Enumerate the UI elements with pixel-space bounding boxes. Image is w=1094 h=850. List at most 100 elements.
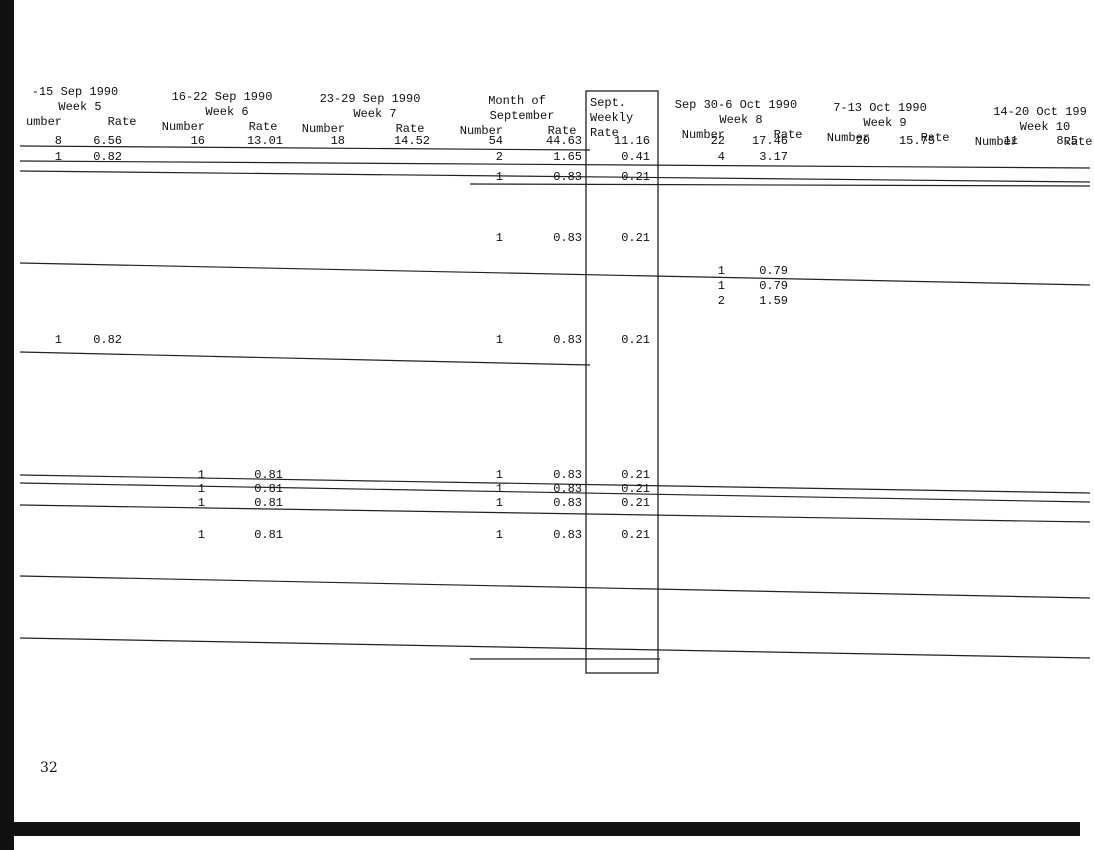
table-rule (19, 575, 1091, 599)
table-cell: 1 (496, 333, 503, 347)
table-cell: 0.21 (621, 231, 650, 245)
scan-border-bottom (0, 822, 1080, 836)
group-subtitle: September (490, 109, 555, 123)
table-cell: 1 (198, 482, 205, 496)
table-rule (19, 474, 1091, 494)
table-rule (19, 160, 1091, 169)
table-cell: 1 (496, 170, 503, 184)
table-rule (19, 482, 1091, 503)
table-cell: 1 (55, 150, 62, 164)
table-cell: 14.52 (394, 134, 430, 148)
group-subtitle: Week 8 (719, 113, 762, 127)
table-cell: 8 (55, 134, 62, 148)
group-title: 16-22 Sep 1990 (172, 90, 273, 104)
scan-border-left (0, 0, 14, 850)
table-cell: 0.21 (621, 468, 650, 482)
table-cell: 0.83 (553, 528, 582, 542)
group-subtitle: Weekly (590, 111, 633, 125)
table-cell: 0.21 (621, 528, 650, 542)
table-rule (19, 351, 591, 366)
column-header: Number (460, 124, 503, 138)
group-title: 14-20 Oct 199 (993, 105, 1087, 119)
table-cell: 0.81 (254, 528, 283, 542)
table-rule (19, 145, 591, 151)
table-cell: 1 (55, 333, 62, 347)
page-number: 32 (40, 760, 58, 776)
column-header: Rate (108, 115, 137, 129)
column-header: Rate (590, 126, 619, 140)
table-cell: 6.56 (93, 134, 122, 148)
column-header: Rate (548, 124, 577, 138)
table-cell: 0.21 (621, 170, 650, 184)
column-header: Rate (774, 128, 803, 142)
table-cell: 11.16 (614, 134, 650, 148)
table-cell: 13.01 (247, 134, 283, 148)
table-cell: 0.81 (254, 496, 283, 510)
column-header: Rate (396, 122, 425, 136)
table-cell: 3.17 (759, 150, 788, 164)
table-cell: 0.21 (621, 496, 650, 510)
group-subtitle: Week 6 (205, 105, 248, 119)
column-header: Number (827, 131, 870, 145)
table-cell: 0.83 (553, 468, 582, 482)
table-cell: 1.59 (759, 294, 788, 308)
table-cell: 0.21 (621, 482, 650, 496)
table-cell: 18 (331, 134, 345, 148)
table-cell: 11 (1004, 134, 1018, 148)
table-cell: 0.82 (93, 333, 122, 347)
table-rule (19, 262, 1091, 286)
column-header: Rate (1064, 135, 1093, 149)
column-header: umber (26, 115, 62, 129)
table-cell: 44.63 (546, 134, 582, 148)
table-cell: 0.79 (759, 264, 788, 278)
group-title: Sep 30-6 Oct 1990 (675, 98, 797, 112)
table-cell: 1 (198, 528, 205, 542)
table-cell: 1 (198, 468, 205, 482)
table-cell: 0.81 (254, 468, 283, 482)
table-cell: 16 (191, 134, 205, 148)
group-subtitle: Week 9 (863, 116, 906, 130)
table-cell: 1 (198, 496, 205, 510)
weekly-rate-box (585, 90, 659, 674)
table-cell: 8.5 (1056, 134, 1078, 148)
table-cell: 1 (496, 231, 503, 245)
table-cell: 4 (718, 150, 725, 164)
table-cell: 0.83 (553, 333, 582, 347)
table-rule (19, 637, 1091, 659)
table-cell: 1 (496, 496, 503, 510)
table-cell: 1.65 (553, 150, 582, 164)
column-header: Rate (921, 131, 950, 145)
group-title: 7-13 Oct 1990 (833, 101, 927, 115)
column-header: Rate (249, 120, 278, 134)
table-cell: 0.83 (553, 170, 582, 184)
table-cell: 1 (718, 279, 725, 293)
group-subtitle: Week 7 (353, 107, 396, 121)
table-cell: 20 (856, 134, 870, 148)
table-rule (19, 170, 1091, 183)
table-cell: 1 (496, 468, 503, 482)
column-header: Number (162, 120, 205, 134)
table-cell: 2 (718, 294, 725, 308)
table-cell: 0.21 (621, 333, 650, 347)
table-cell: 1 (718, 264, 725, 278)
table-cell: 0.41 (621, 150, 650, 164)
table-cell: 0.83 (553, 482, 582, 496)
table-cell: 15.75 (899, 134, 935, 148)
column-header: Number (975, 135, 1018, 149)
table-cell: 54 (489, 134, 503, 148)
table-rule (469, 183, 1091, 187)
group-subtitle: Week 10 (1020, 120, 1070, 134)
table-cell: 17.46 (752, 134, 788, 148)
table-cell: 0.83 (553, 496, 582, 510)
group-title: -15 Sep 1990 (32, 85, 118, 99)
table-cell: 0.79 (759, 279, 788, 293)
table-cell: 22 (711, 134, 725, 148)
table-rule (19, 504, 1091, 523)
column-header: Number (302, 122, 345, 136)
group-title: 23-29 Sep 1990 (320, 92, 421, 106)
table-cell: 0.82 (93, 150, 122, 164)
group-subtitle: Week 5 (58, 100, 101, 114)
column-header: Number (682, 128, 725, 142)
group-title: Month of (488, 94, 546, 108)
